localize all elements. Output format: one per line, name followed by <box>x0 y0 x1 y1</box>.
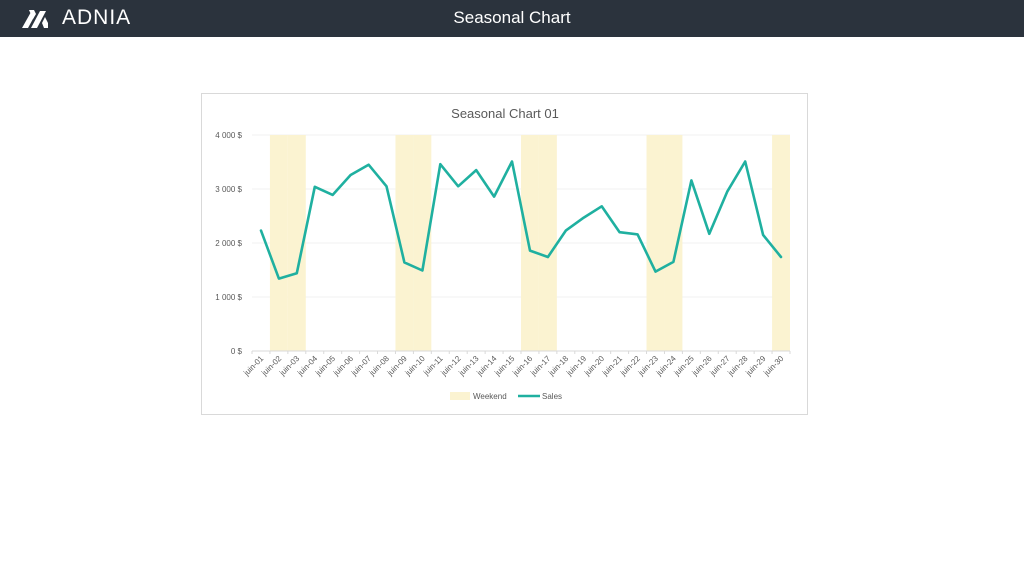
sales-point <box>493 195 496 198</box>
chart-title: Seasonal Chart 01 <box>451 106 559 121</box>
page-title: Seasonal Chart <box>453 8 571 27</box>
sales-point <box>582 216 585 219</box>
sales-point <box>618 231 621 234</box>
x-tick-label: juin-10 <box>403 354 427 378</box>
sales-point <box>331 194 334 197</box>
sales-point <box>260 229 263 232</box>
sales-point <box>439 163 442 166</box>
axes <box>251 350 791 354</box>
seasonal-chart: Seasonal Chart 01 0 $ 1 000 $ 2 000 $ 3 000… <box>215 106 791 401</box>
sales-point <box>511 160 514 163</box>
x-tick-label: juin-30 <box>761 354 785 378</box>
weekend-band <box>538 135 557 351</box>
y-tick-label: 3 000 $ <box>215 185 242 194</box>
weekend-band <box>395 135 414 351</box>
sales-point <box>367 163 370 166</box>
logo-text: ADNIA <box>62 6 132 29</box>
sales-point <box>547 256 550 259</box>
sales-point <box>762 234 765 237</box>
y-tick-label: 4 000 $ <box>215 131 242 140</box>
sales-series <box>259 160 783 280</box>
sales-line <box>259 160 783 280</box>
sales-point <box>313 186 316 189</box>
weekend-bands <box>269 135 790 351</box>
weekend-band <box>287 135 306 351</box>
sales-point <box>421 269 424 272</box>
y-axis-labels: 0 $ 1 000 $ 2 000 $ 3 000 $ 4 000 $ <box>215 131 242 356</box>
sales-point <box>690 179 693 182</box>
weekend-band <box>646 135 665 351</box>
chart-card: Seasonal Chart 01 0 $ 1 000 $ 2 000 $ 3 000… <box>201 93 808 415</box>
sales-point <box>672 261 675 264</box>
sales-point <box>475 169 478 172</box>
sales-point <box>600 205 603 208</box>
brand-logo[interactable]: ADNIA <box>20 6 131 30</box>
legend-weekend-label: Weekend <box>473 392 507 401</box>
sales-point <box>708 233 711 236</box>
legend[interactable]: Weekend Sales <box>450 392 562 401</box>
weekend-band <box>664 135 683 351</box>
sales-point <box>278 277 281 280</box>
app-header: ADNIA Seasonal Chart <box>0 0 1024 37</box>
legend-weekend-swatch <box>450 392 470 400</box>
sales-point <box>529 249 532 252</box>
sales-point <box>296 272 299 275</box>
y-tick-label: 1 000 $ <box>215 293 242 302</box>
sales-point <box>457 185 460 188</box>
weekend-band <box>269 135 288 351</box>
sales-point <box>349 174 352 177</box>
sales-point <box>403 261 406 264</box>
weekend-band <box>772 135 790 351</box>
sales-point <box>744 160 747 163</box>
sales-point <box>385 185 388 188</box>
adnia-logo-icon <box>22 10 48 28</box>
sales-point <box>726 190 729 193</box>
weekend-band <box>413 135 432 351</box>
sales-point <box>636 233 639 236</box>
y-tick-label: 2 000 $ <box>215 239 242 248</box>
x-axis-labels: juin-01juin-02juin-03juin-04juin-05juin-… <box>241 354 786 378</box>
sales-point <box>780 256 783 259</box>
sales-point <box>565 229 568 232</box>
y-tick-label: 0 $ <box>231 347 243 356</box>
sales-point <box>654 270 657 273</box>
weekend-band <box>521 135 539 351</box>
legend-sales-label: Sales <box>542 392 562 401</box>
